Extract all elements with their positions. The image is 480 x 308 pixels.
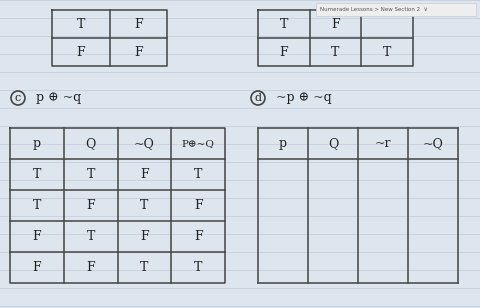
Text: T: T	[140, 199, 149, 212]
Text: T: T	[280, 18, 288, 30]
Text: F: F	[279, 46, 288, 59]
Text: T: T	[33, 168, 41, 181]
Text: ~Q: ~Q	[422, 137, 444, 150]
Text: P⊕~Q: P⊕~Q	[181, 139, 215, 148]
Text: p: p	[33, 137, 41, 150]
Bar	[316, 3, 476, 16]
Text: p ⊕ ~q: p ⊕ ~q	[36, 91, 81, 104]
Text: c: c	[15, 93, 21, 103]
Text: Q: Q	[85, 137, 96, 150]
Text: F: F	[134, 46, 143, 59]
Text: T: T	[383, 46, 391, 59]
Text: T: T	[77, 18, 85, 30]
Text: T: T	[194, 261, 202, 274]
Text: T: T	[86, 230, 95, 243]
Text: F: F	[140, 230, 149, 243]
Text: F: F	[331, 18, 340, 30]
Text: ~Q: ~Q	[134, 137, 155, 150]
Text: ~p ⊕ ~q: ~p ⊕ ~q	[276, 91, 332, 104]
Text: F: F	[194, 199, 203, 212]
Text: F: F	[33, 261, 41, 274]
Text: F: F	[194, 230, 203, 243]
Text: F: F	[33, 230, 41, 243]
Text: T: T	[33, 199, 41, 212]
Text: T: T	[194, 168, 202, 181]
Text: Q: Q	[328, 137, 338, 150]
Text: Numerade Lessons > New Section 2  ∨: Numerade Lessons > New Section 2 ∨	[320, 7, 428, 12]
Text: F: F	[140, 168, 149, 181]
Text: T: T	[140, 261, 149, 274]
Text: T: T	[86, 168, 95, 181]
Text: p: p	[279, 137, 287, 150]
Text: F: F	[86, 199, 95, 212]
Text: F: F	[76, 46, 85, 59]
Text: T: T	[331, 46, 340, 59]
Text: d: d	[254, 93, 262, 103]
Text: ~r: ~r	[375, 137, 391, 150]
Text: F: F	[86, 261, 95, 274]
Text: F: F	[134, 18, 143, 30]
